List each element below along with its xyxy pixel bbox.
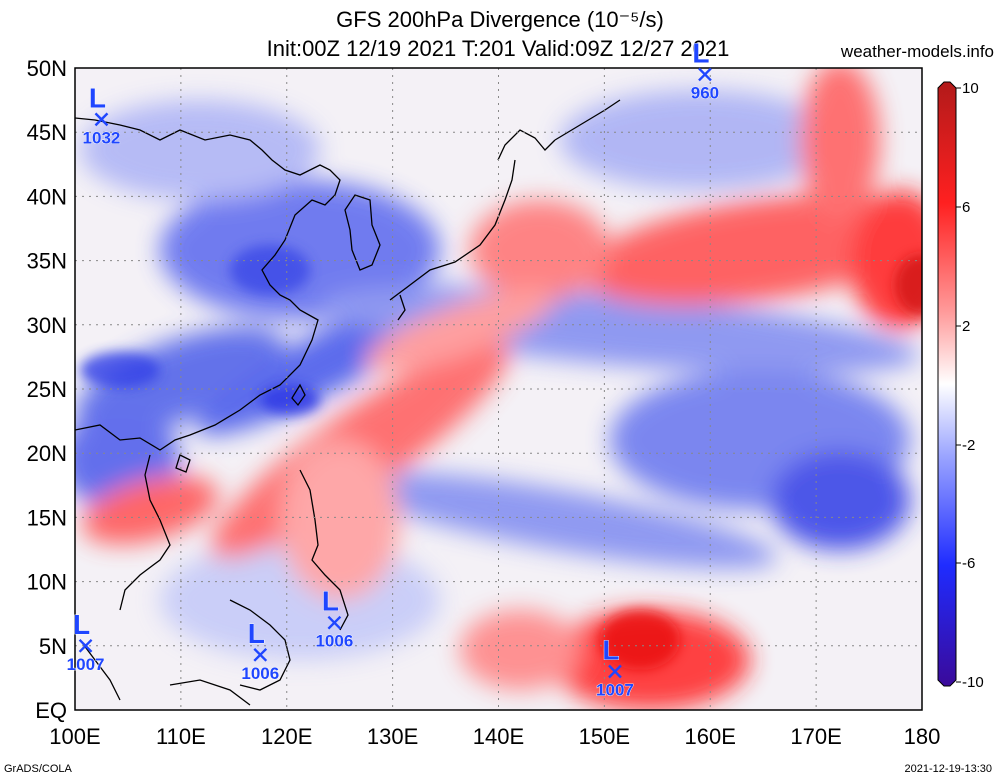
- colorbar-label: -2: [962, 437, 975, 454]
- lat-tick-label: 40N: [27, 184, 67, 209]
- low-pressure-symbol: L: [73, 609, 90, 640]
- center-x-icon: [698, 67, 712, 82]
- pressure-value: 1006: [315, 632, 353, 651]
- low-pressure-marker: L 1006: [241, 617, 280, 683]
- lat-tick-label: 45N: [27, 120, 67, 145]
- lat-tick-label: 20N: [27, 441, 67, 466]
- map-frame: [74, 67, 923, 711]
- lon-tick-label: 140E: [473, 724, 524, 749]
- pressure-value: 1032: [83, 128, 121, 147]
- low-pressure-symbol: L: [89, 82, 106, 113]
- low-pressure-marker: L 960: [690, 37, 719, 103]
- center-x-icon: [78, 638, 93, 653]
- lat-tick-label: 15N: [27, 505, 67, 530]
- colorbar-label: -10: [962, 674, 984, 691]
- lat-tick-label: 50N: [27, 56, 67, 81]
- lon-tick-label: 100E: [49, 724, 100, 749]
- colorbar-gradient: [937, 81, 957, 687]
- lat-tick-label: 25N: [27, 377, 67, 402]
- lon-tick-label: 160E: [685, 724, 736, 749]
- pressure-value: 1007: [67, 655, 105, 674]
- pressure-value: 960: [691, 83, 719, 102]
- map-subtitle: Init:00Z 12/19 2021 T:201 Valid:09Z 12/2…: [266, 36, 730, 61]
- lat-tick-label: 5N: [39, 634, 67, 659]
- lat-tick-label: EQ: [35, 698, 67, 723]
- center-x-icon: [608, 664, 622, 679]
- footer-timestamp: 2021-12-19-13:30: [904, 763, 992, 775]
- center-x-icon: [94, 112, 109, 127]
- pressure-value: 1007: [596, 680, 634, 699]
- lon-tick-label: 170E: [790, 724, 841, 749]
- coastlines: [75, 99, 621, 706]
- footer-source: GrADS/COLA: [4, 763, 72, 775]
- lat-tick-label: 35N: [27, 249, 67, 274]
- lon-tick-label: 130E: [367, 724, 418, 749]
- colorbar-label: -6: [962, 555, 975, 572]
- low-pressure-symbol: L: [248, 618, 265, 649]
- lat-tick-label: 30N: [27, 313, 67, 338]
- pressure-systems: L 1032 L 960 L 1007 L 1006 L 1006 L 1007: [66, 37, 719, 700]
- low-pressure-marker: L 1007: [66, 608, 105, 674]
- lat-tick-label: 10N: [27, 570, 67, 595]
- low-pressure-marker: L 1007: [596, 634, 635, 700]
- colorbar-label: 6: [962, 199, 970, 216]
- low-pressure-marker: L 1006: [315, 585, 354, 651]
- center-x-icon: [327, 615, 342, 630]
- low-pressure-symbol: L: [602, 634, 619, 665]
- lat-lon-grid: [75, 68, 922, 710]
- low-pressure-marker: L 1032: [82, 82, 121, 148]
- pressure-value: 1006: [241, 664, 279, 683]
- map-title: GFS 200hPa Divergence (10⁻⁵/s): [336, 7, 664, 32]
- lon-tick-label: 180: [904, 724, 941, 749]
- colorbar-label: 10: [962, 80, 979, 97]
- colorbar-label: 2: [962, 318, 970, 335]
- lon-tick-label: 150E: [579, 724, 630, 749]
- low-pressure-symbol: L: [692, 37, 709, 68]
- brand-label: weather-models.info: [840, 42, 994, 61]
- center-x-icon: [253, 647, 268, 662]
- lon-tick-label: 120E: [261, 724, 312, 749]
- colorbar: 10 6 2 -2 -6 -10: [937, 80, 984, 691]
- divergence-field: [75, 68, 922, 710]
- low-pressure-symbol: L: [322, 586, 339, 617]
- lon-tick-label: 110E: [156, 724, 206, 749]
